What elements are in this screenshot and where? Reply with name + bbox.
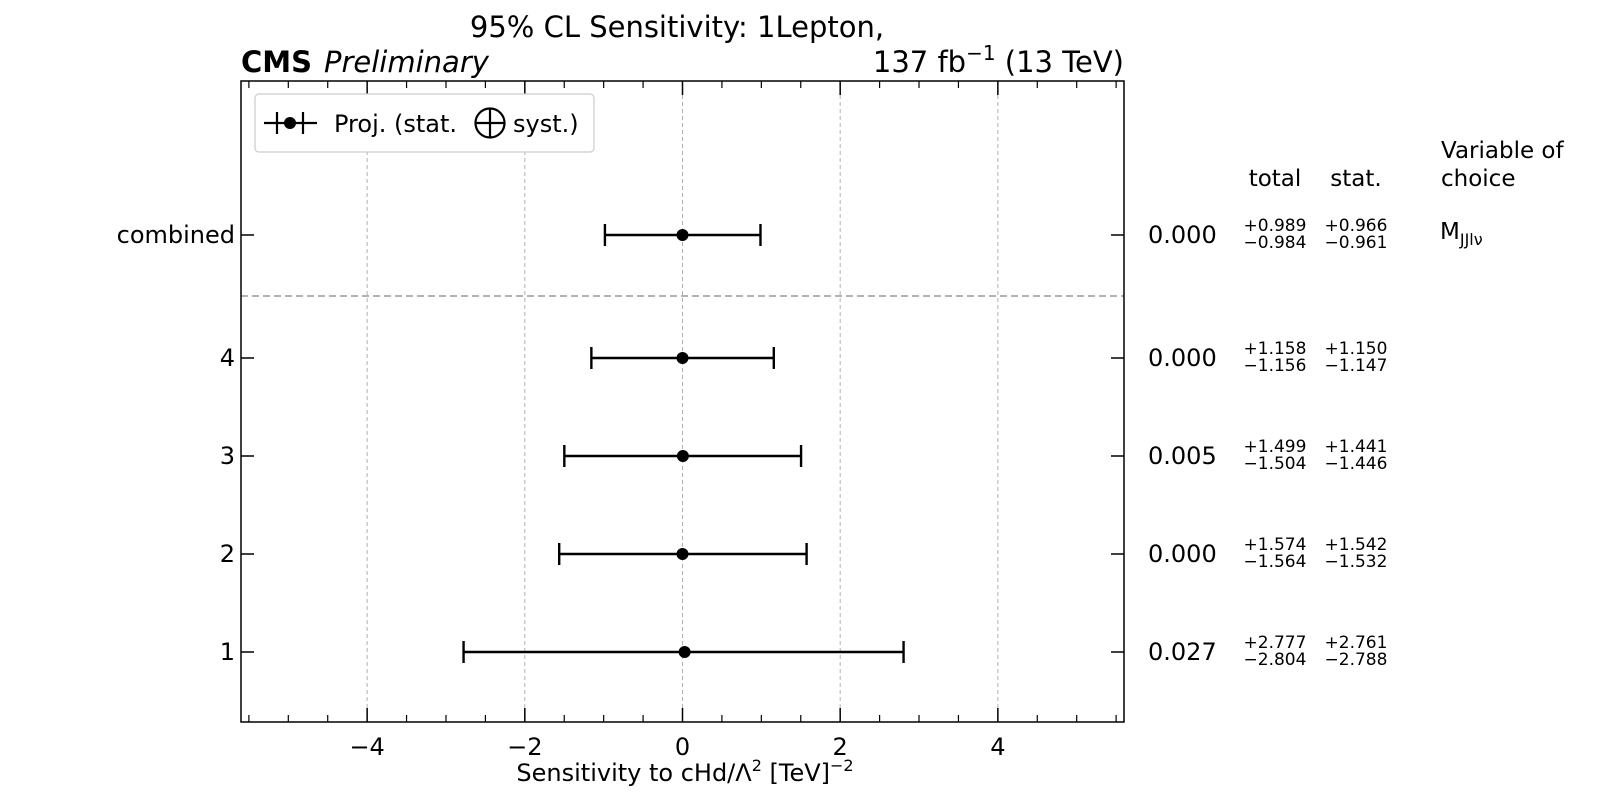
variable-of-choice: MJJlν [1440,219,1483,249]
x-axis-label-prefix-exp: 2 [752,756,762,775]
y-tick-label: 1 [220,638,235,666]
oplus-icon [474,107,506,139]
stat-uncertainty-down: −1.147 [1325,356,1388,376]
lumi-value: 137 fb [873,45,966,79]
x-tick-label: −2 [507,733,542,761]
central-value-text: 0.000 [1148,221,1217,249]
stat-uncertainty-up: +1.150 [1325,339,1388,359]
total-uncertainty-up: +2.777 [1244,633,1307,653]
chart-title: 95% CL Sensitivity: 1Lepton, [470,10,884,44]
central-value-point [676,229,689,241]
total-uncertainty-up: +0.989 [1244,216,1307,236]
x-axis-label-unit: [TeV] [762,759,830,787]
stat-uncertainty-up: +0.966 [1325,216,1388,236]
column-header-total: total [1249,166,1302,192]
x-axis-label-prefix: Sensitivity to cHd/Λ [516,759,752,787]
legend-label-stat: Proj. (stat. [334,110,457,138]
x-axis-label: Sensitivity to cHd/Λ2 [TeV]−2 [516,756,853,787]
legend-label-syst: syst.) [513,110,579,138]
ticks-layer [241,81,1124,722]
column-header-stat: stat. [1330,166,1381,192]
x-tick-label: 4 [990,733,1005,761]
experiment-label: CMS [241,45,312,79]
axes-frame [240,80,1125,723]
central-value-text: 0.000 [1148,540,1217,568]
variable-symbol: M [1440,219,1460,245]
total-uncertainty-down: −0.984 [1244,233,1307,253]
central-value-point [676,352,689,364]
x-tick-label: −4 [349,733,384,761]
stat-uncertainty-down: −1.532 [1325,552,1388,572]
stat-uncertainty-down: −2.788 [1325,650,1388,670]
central-value-text: 0.005 [1148,442,1217,470]
legend-box [254,93,595,153]
total-uncertainty-up: +1.574 [1244,535,1307,555]
total-uncertainty-down: −1.156 [1244,356,1307,376]
y-tick-label: combined [117,221,235,249]
x-tick-label: 0 [675,733,690,761]
status-label: Preliminary [324,45,490,79]
central-value-text: 0.027 [1148,638,1217,666]
y-tick-label: 2 [220,540,235,568]
legend: Proj. (stat. syst.) [254,93,595,153]
y-tick-label: 4 [220,344,235,372]
stat-uncertainty-up: +2.761 [1325,633,1388,653]
lumi-energy: (13 TeV) [996,45,1124,79]
x-axis-label-unit-exp: −2 [830,756,854,775]
stat-uncertainty-up: +1.441 [1325,437,1388,457]
central-value-text: 0.000 [1148,344,1217,372]
grid-layer [366,81,999,722]
stat-uncertainty-up: +1.542 [1325,535,1388,555]
marks-layer [462,224,905,663]
x-tick-label: 2 [833,733,848,761]
total-uncertainty-down: −1.564 [1244,552,1307,572]
stat-uncertainty-down: −1.446 [1325,454,1388,474]
stat-uncertainty-down: −0.961 [1325,233,1388,253]
column-header-variable-line1: Variable of [1441,138,1565,164]
central-value-point [676,450,689,462]
total-uncertainty-down: −2.804 [1244,650,1307,670]
central-value-point [676,548,689,560]
central-value-point [678,646,691,658]
variable-subscript: JJlν [1459,230,1483,249]
column-header-variable-line2: choice [1441,166,1515,192]
labels-layer: −4 −2 0 2 4 combined 0.000 +0.989−0.984 +0.966−0… [117,216,1483,761]
total-uncertainty-up: +1.499 [1244,437,1307,457]
lumi-exponent: −1 [966,41,995,65]
total-uncertainty-up: +1.158 [1244,339,1307,359]
legend-marker-icon [264,112,317,134]
lumi-label: 137 fb−1 (13 TeV) [873,41,1124,79]
y-tick-label: 3 [220,442,235,470]
total-uncertainty-down: −1.504 [1244,454,1307,474]
